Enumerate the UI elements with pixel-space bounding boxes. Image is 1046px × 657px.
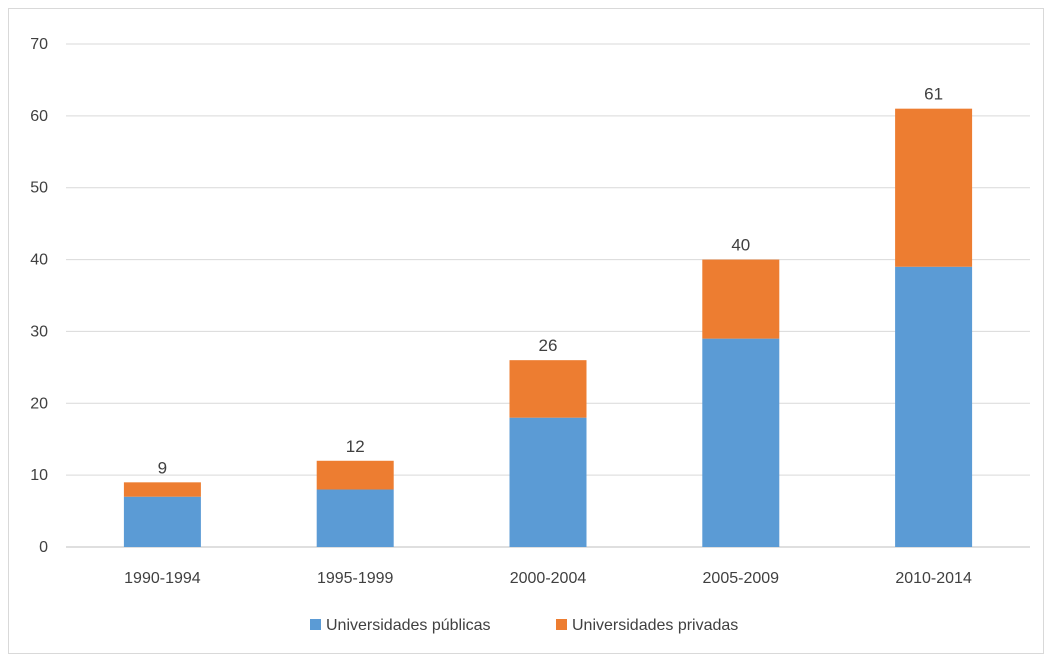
y-tick-label: 60	[30, 108, 48, 125]
bar-segment-privadas	[509, 360, 587, 418]
data-label-total: 61	[924, 85, 943, 104]
x-tick-label: 2000-2004	[510, 570, 587, 587]
y-tick-label: 70	[30, 36, 48, 53]
bar-segment-publicas	[509, 417, 587, 547]
x-tick-label: 1990-1994	[124, 570, 201, 587]
legend-label: Universidades públicas	[326, 617, 491, 634]
x-tick-label: 1995-1999	[317, 570, 394, 587]
bar-segment-publicas	[895, 266, 973, 547]
y-tick-label: 10	[30, 467, 48, 484]
y-tick-label: 20	[30, 395, 48, 412]
legend-swatch	[310, 619, 321, 630]
bar-segment-publicas	[702, 338, 780, 547]
data-label-total: 26	[539, 336, 558, 355]
x-tick-label: 2005-2009	[703, 570, 780, 587]
legend-label: Universidades privadas	[572, 617, 738, 634]
bar-segment-privadas	[895, 108, 973, 267]
legend-swatch	[556, 619, 567, 630]
bar-segment-privadas	[316, 460, 394, 490]
bar-segment-publicas	[316, 489, 394, 547]
data-label-total: 12	[346, 437, 365, 456]
x-tick-label: 2010-2014	[895, 570, 972, 587]
y-tick-label: 30	[30, 323, 48, 340]
bar-segment-privadas	[702, 259, 780, 339]
data-label-total: 9	[158, 458, 167, 477]
y-tick-label: 0	[39, 539, 48, 556]
bar-segment-privadas	[123, 482, 201, 497]
y-tick-label: 40	[30, 252, 48, 269]
y-tick-label: 50	[30, 180, 48, 197]
data-label-total: 40	[731, 236, 750, 255]
bar-segment-publicas	[123, 496, 201, 547]
